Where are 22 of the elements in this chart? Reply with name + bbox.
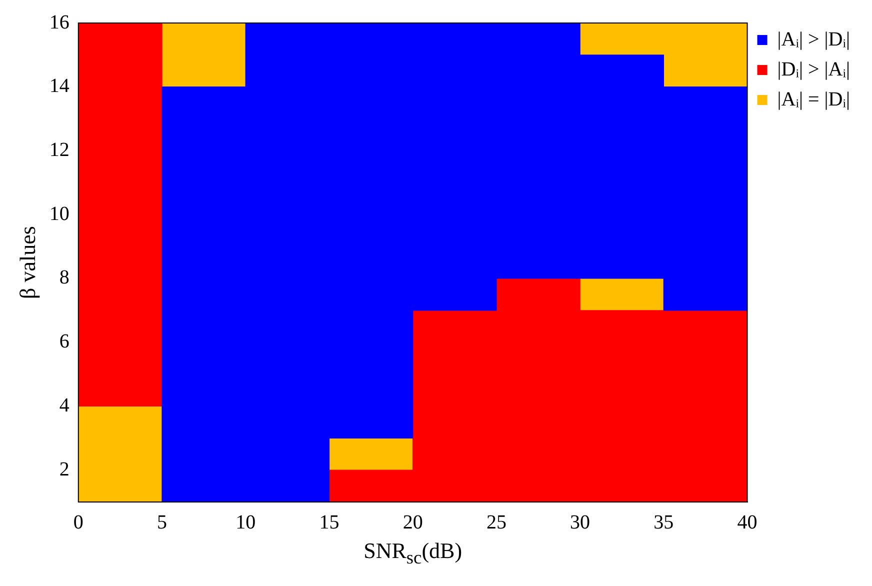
y-tick-label: 12 [49,138,70,161]
x-tick-label: 15 [319,511,340,534]
y-tick-label: 4 [59,394,70,416]
x-tick-label: 20 [402,511,423,534]
x-tick-label: 5 [157,511,168,534]
x-tick-label: 30 [570,511,590,534]
legend-label: |Dᵢ| > |Aᵢ| [777,58,850,80]
y-tick-label: 16 [49,11,70,34]
x-tick-label: 0 [73,511,84,534]
y-tick-label: 8 [59,266,70,289]
legend-label: |Aᵢ| = |Dᵢ| [777,88,850,110]
y-tick-label: 14 [49,75,70,98]
legend-label: |Aᵢ| > |Dᵢ| [777,28,850,50]
y-axis-title: β values [14,226,40,299]
y-tick-label: 10 [49,202,70,225]
x-tick-label: 35 [654,511,674,534]
y-tick-label: 2 [59,458,70,480]
x-tick-label: 40 [737,511,758,534]
x-axis-title: SNR$_{sc}$(dB) [364,538,462,568]
y-tick-label: 6 [59,330,70,353]
x-tick-label: 25 [486,511,506,534]
x-tick-label: 10 [236,511,256,534]
